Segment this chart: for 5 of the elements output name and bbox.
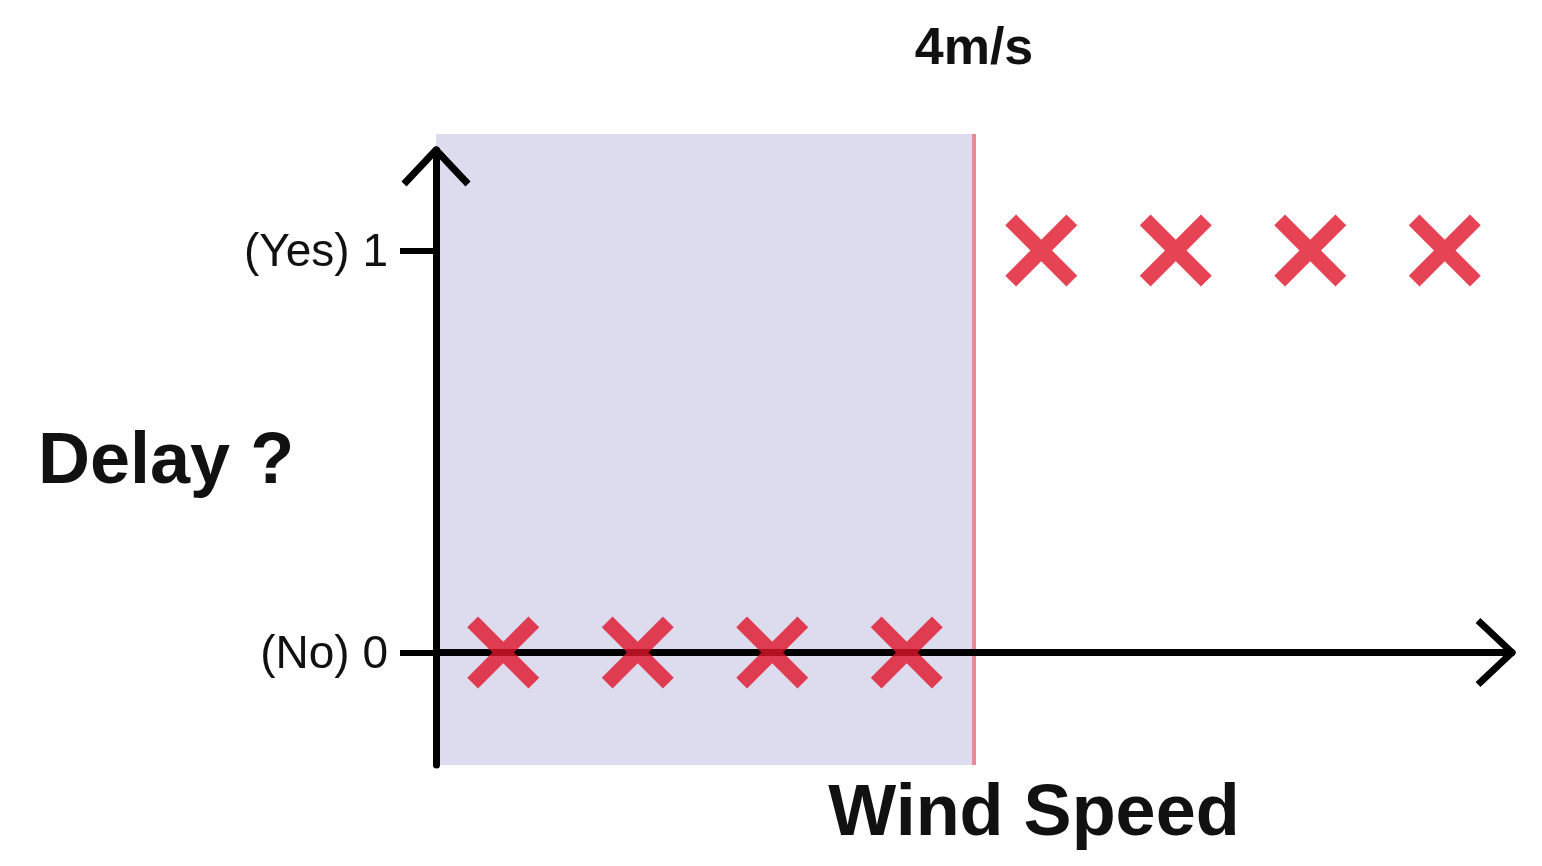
- y-tick-label: (No) 0: [260, 626, 388, 679]
- y-axis-title: Delay ?: [38, 417, 295, 498]
- y-tick-label: (Yes) 1: [243, 224, 388, 277]
- text: 4m/s: [914, 17, 1034, 75]
- x-axis-title: Wind Speed: [828, 770, 1240, 850]
